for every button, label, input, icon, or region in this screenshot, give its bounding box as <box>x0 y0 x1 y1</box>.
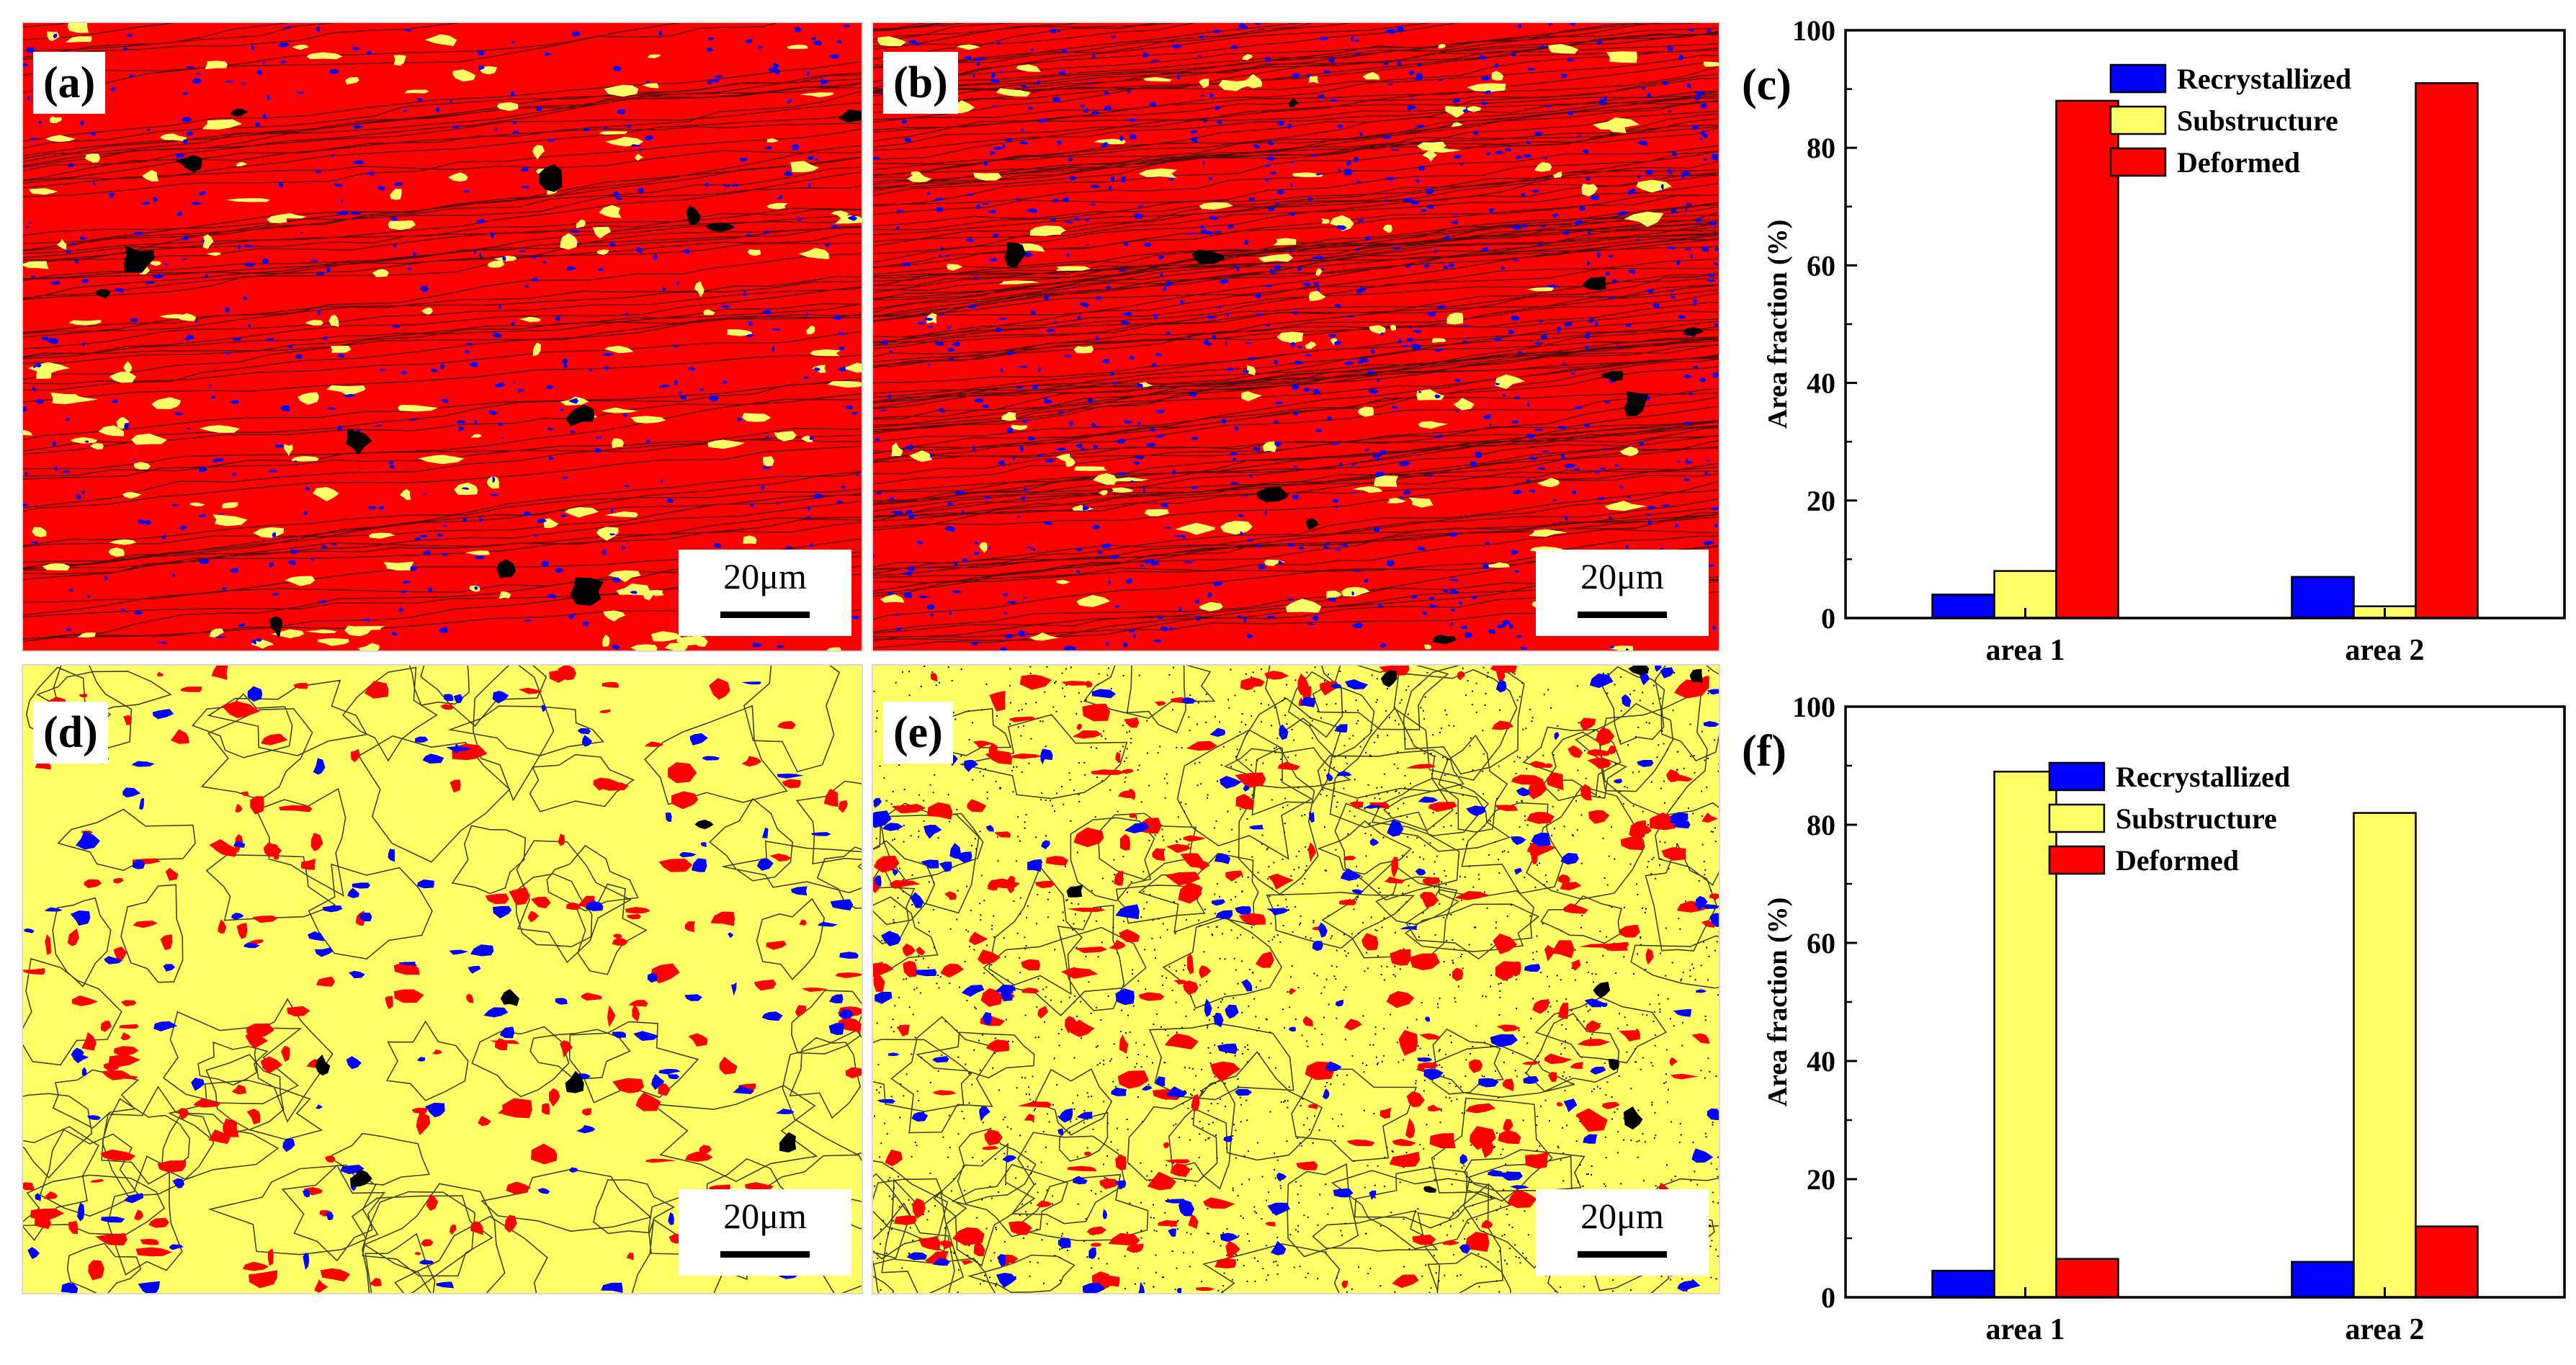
bar-chart-f-svg: area 1 area 2 0 20 40 60 80 100 Area fraction (%… <box>1742 691 2566 1346</box>
legend-swatch-c-recrystallized <box>2109 63 2167 94</box>
bar-f-deformed-area-2 <box>2415 1225 2479 1299</box>
panel-label-c: (c) <box>1742 61 1792 109</box>
scale-bar-b-line <box>1578 612 1667 618</box>
plot-frame-f <box>1844 705 2566 1299</box>
legend-swatch-c-deformed <box>2109 147 2167 177</box>
bar-f-deformed-area-1 <box>2055 1258 2119 1299</box>
map-d-grain-boundaries <box>23 666 862 1293</box>
ebsd-map-d-image <box>23 666 862 1293</box>
scale-bar-e-text: 20μm <box>1580 1196 1664 1236</box>
bar-c-deformed-area-2 <box>2415 82 2479 619</box>
ebsd-map-e-image <box>873 666 1719 1293</box>
legend-swatch-f-deformed <box>2048 845 2106 875</box>
y-axis-label-f: Area fraction (%) <box>1763 898 1793 1107</box>
y-tick-label-f-5: 100 <box>1792 691 1835 723</box>
map-b-grain-boundaries <box>873 23 1719 649</box>
bar-c-deformed-area-1 <box>2055 99 2119 619</box>
bar-f-substructure-area-2 <box>2353 812 2417 1299</box>
y-tick-label-f-4: 80 <box>1807 809 1835 841</box>
bar-c-recrystallized-area-2 <box>2291 576 2355 619</box>
bar-f-recrystallized-area-2 <box>2291 1261 2355 1299</box>
legend-label-c-recrystallized: Recrystallized <box>2177 63 2351 95</box>
scale-bar-a-text: 20μm <box>723 556 807 596</box>
y-tick-label-c-1: 20 <box>1807 485 1835 517</box>
scale-bar-d-line <box>720 1251 810 1258</box>
x-tick-label-f-1: area 2 <box>2345 1313 2424 1346</box>
legend-label-c-deformed: Deformed <box>2177 146 2300 179</box>
map-a-recrystallized-grains <box>23 24 861 650</box>
legend-label-f-substructure: Substructure <box>2116 802 2277 835</box>
legend-label-c-substructure: Substructure <box>2177 104 2338 137</box>
y-tick-label-f-3: 60 <box>1807 927 1835 959</box>
x-tick-label-c-1: area 2 <box>2345 634 2424 667</box>
scale-bar-a: 20μm <box>679 550 851 636</box>
ebsd-map-b: (b) 20μm <box>872 22 1720 652</box>
scale-bar-e-line <box>1578 1251 1667 1258</box>
y-tick-label-c-5: 100 <box>1792 14 1835 47</box>
panel-label-d: (d) <box>33 702 108 764</box>
y-axis-label-c: Area fraction (%) <box>1763 220 1793 429</box>
bar-chart-c-svg: area 1 area 2 0 20 40 60 80 100 Area fraction (%… <box>1742 14 2566 667</box>
y-tick-label-f-1: 20 <box>1807 1163 1835 1196</box>
scale-bar-d: 20μm <box>679 1189 851 1276</box>
legend-swatch-f-recrystallized <box>2048 761 2106 792</box>
panel-label-e: (e) <box>883 702 953 764</box>
bar-f-substructure-area-1 <box>1993 770 2057 1299</box>
scale-bar-d-text: 20μm <box>723 1196 807 1236</box>
panel-label-f: (f) <box>1742 727 1786 776</box>
x-tick-label-c-0: area 1 <box>1985 634 2065 667</box>
bar-c-recrystallized-area-1 <box>1931 594 1995 619</box>
ebsd-map-e: (e) 20μm <box>872 664 1720 1294</box>
scale-bar-b: 20μm <box>1536 550 1709 636</box>
y-tick-label-c-4: 80 <box>1807 132 1835 164</box>
legend-label-f-recrystallized: Recrystallized <box>2116 761 2290 793</box>
bar-chart-c: area 1 area 2 0 20 40 60 80 100 Area fraction (%… <box>1729 0 2576 681</box>
map-d-deformed-grains <box>23 666 862 1293</box>
legend-swatch-c-substructure <box>2109 105 2167 135</box>
map-e-deformed-grains <box>873 666 1719 1292</box>
bar-f-recrystallized-area-1 <box>1931 1269 1995 1299</box>
panel-label-a: (a) <box>33 52 106 114</box>
x-tick-label-f-0: area 1 <box>1985 1313 2065 1346</box>
ebsd-map-a: (a) 20μm <box>22 22 863 652</box>
scale-bar-e: 20μm <box>1536 1189 1709 1276</box>
panel-label-b: (b) <box>883 52 958 114</box>
ebsd-map-d: (d) 20μm <box>22 664 863 1294</box>
y-tick-label-c-3: 60 <box>1807 249 1835 282</box>
legend-swatch-f-substructure <box>2048 803 2106 833</box>
map-a-grain-boundaries <box>23 23 862 643</box>
y-tick-label-c-0: 0 <box>1821 602 1835 635</box>
ebsd-map-a-image <box>23 23 862 650</box>
legend-label-f-deformed: Deformed <box>2116 844 2239 877</box>
y-tick-label-f-2: 40 <box>1807 1045 1835 1078</box>
bar-chart-f: area 1 area 2 0 20 40 60 80 100 Area fraction (%… <box>1729 681 2576 1365</box>
y-tick-label-c-2: 40 <box>1807 367 1835 400</box>
y-tick-label-f-0: 0 <box>1821 1281 1835 1314</box>
scale-bar-b-text: 20μm <box>1580 556 1664 596</box>
ebsd-map-b-image <box>873 23 1719 650</box>
scale-bar-a-line <box>720 612 810 618</box>
